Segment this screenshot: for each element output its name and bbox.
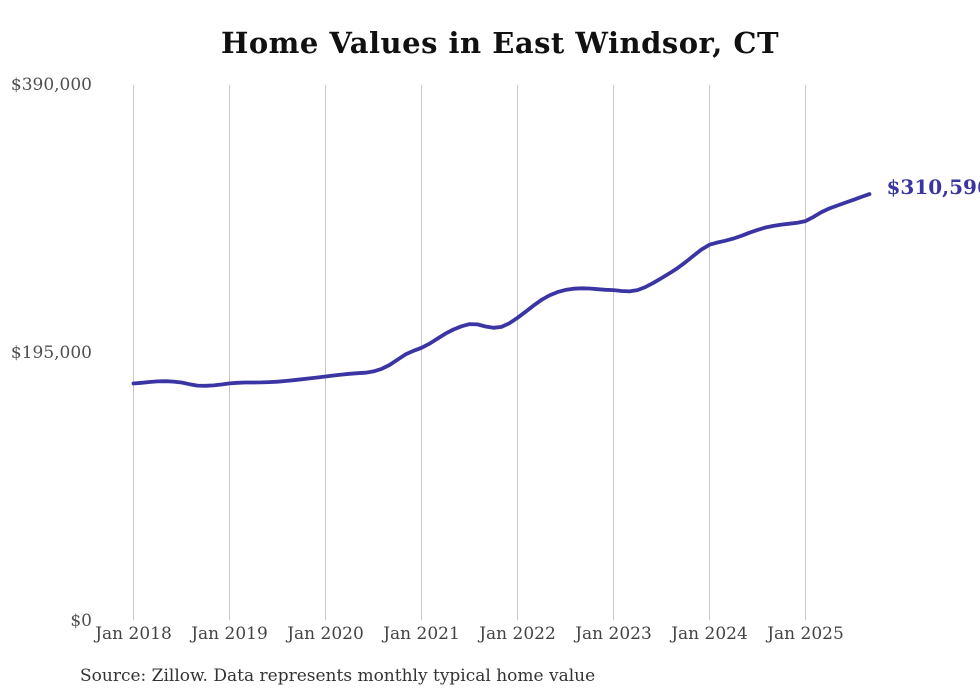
x-tick-label: Jan 2021 <box>383 624 460 644</box>
x-tick-label: Jan 2024 <box>671 624 748 644</box>
latest-value-label: $310,596 <box>886 175 980 200</box>
chart-title: Home Values in East Windsor, CT <box>220 26 780 60</box>
x-tick-label: Jan 2022 <box>479 624 556 644</box>
x-tick-label: Jan 2023 <box>575 624 652 644</box>
year-gridlines <box>133 85 806 620</box>
y-tick-label: $195,000 <box>10 343 92 363</box>
x-tick-label: Jan 2025 <box>767 624 844 644</box>
x-tick-label: Jan 2018 <box>95 624 172 644</box>
home-value-line <box>131 192 872 388</box>
x-tick-label: Jan 2020 <box>287 624 364 644</box>
source-note: Source: Zillow. Data represents monthly … <box>80 666 596 686</box>
y-tick-label: $390,000 <box>10 75 92 95</box>
y-tick-label: $0 <box>70 611 92 631</box>
x-tick-label: Jan 2019 <box>191 624 268 644</box>
